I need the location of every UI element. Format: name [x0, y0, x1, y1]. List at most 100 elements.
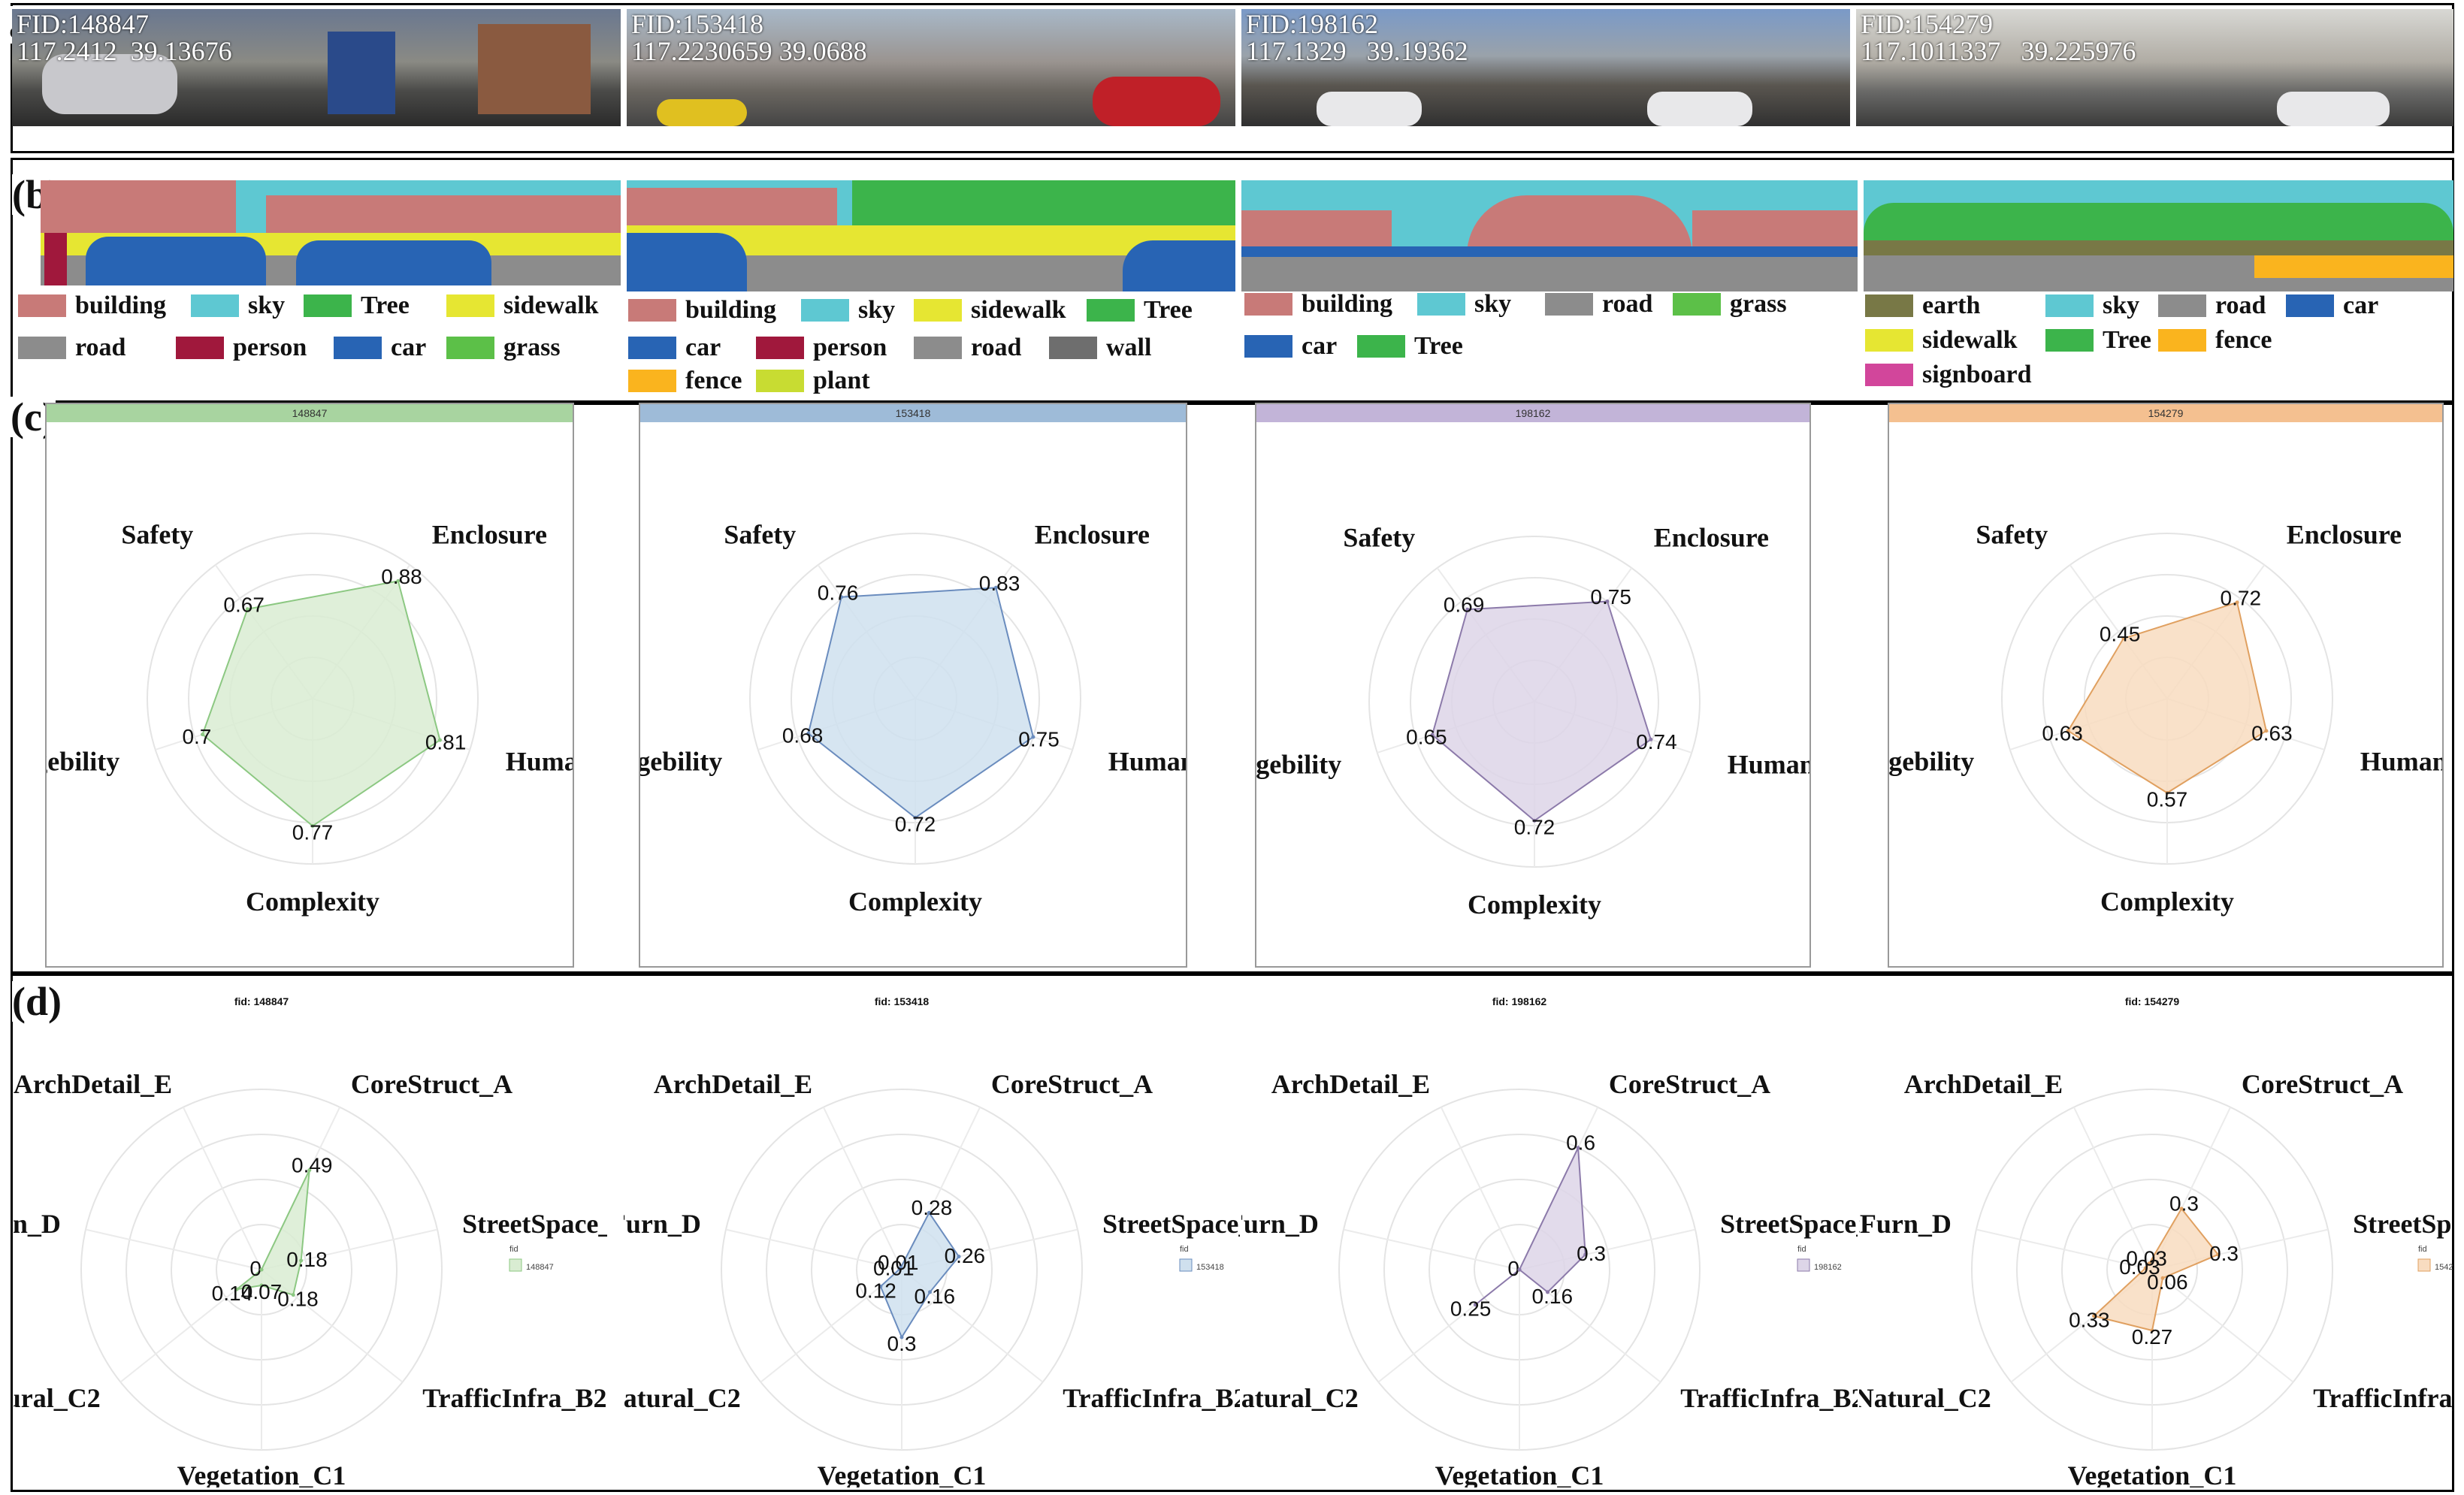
value-label: 0.16 — [915, 1285, 956, 1308]
legend-item: fence — [628, 367, 742, 395]
radar-c-panel-2: 153418 0.83 0.75 0.72 0.68 0.76 Enclosure Huma… — [639, 403, 1187, 968]
radar-point — [2165, 790, 2169, 795]
legend-swatch — [801, 299, 849, 322]
legend-item: sidewalk — [1865, 326, 2018, 355]
legend-label: sidewalk — [503, 291, 599, 319]
axis-label: StreetSpace_B1 — [1720, 1209, 1858, 1239]
legend-label: Tree — [1414, 332, 1463, 360]
value-label: 0.12 — [855, 1279, 896, 1302]
value-label: 0.63 — [2042, 721, 2083, 744]
chart-title: fid: 153418 — [875, 995, 930, 1007]
legend-label: sky — [858, 296, 896, 324]
radar-point — [291, 1293, 295, 1297]
value-label: 0 — [1507, 1257, 1519, 1280]
radar-d-svg-2: 0.280.260.160.30.120.010.01CoreStruct_AS… — [624, 995, 1240, 1487]
street-view-photo-4: FID:154279 117.1011337 39.225976 — [1856, 9, 2453, 126]
legend-label: road — [1602, 290, 1653, 318]
value-label: 0.63 — [2251, 721, 2293, 744]
axis-label: ArchDetail_E — [14, 1069, 172, 1099]
axis-label: Vegetation_C1 — [818, 1460, 987, 1487]
axis-label: HumanScale — [1108, 746, 1186, 776]
value-label: 0.49 — [292, 1153, 333, 1176]
radar-c-svg-1: 0.88 0.81 0.77 0.7 0.67 Enclosure HumanScale Co… — [47, 520, 573, 917]
legend-title: fid — [1180, 1245, 1189, 1254]
photo-1-coords: 117.2412 39.13676 — [17, 36, 232, 66]
legend-label: Tree — [1144, 296, 1193, 324]
radar-point — [396, 578, 401, 583]
radar-point — [2121, 636, 2126, 641]
street-view-photo-3: FID:198162 117.1329 39.19362 — [1241, 9, 1850, 126]
legend-label: person — [233, 334, 307, 361]
legend-label: plant — [813, 367, 870, 394]
axis-label: CoreStruct_A — [2242, 1069, 2403, 1099]
value-label: 0.45 — [2100, 622, 2141, 645]
value-label: 0.77 — [292, 820, 334, 844]
axis-label: CoreStruct_A — [1609, 1069, 1770, 1099]
value-label: 0.7 — [182, 725, 211, 748]
axis-label: ArchDetail_E — [1271, 1069, 1430, 1099]
axis-label: OpenNatural_C2 — [624, 1383, 741, 1413]
radar-point — [2066, 729, 2070, 733]
axis-label: Imagebility — [1256, 749, 1341, 779]
legend-label: 154279 — [2435, 1263, 2453, 1272]
photo-4-coords: 117.1011337 39.225976 — [1861, 36, 2136, 66]
value-label: 0.81 — [425, 731, 467, 754]
legend-label: sidewalk — [1922, 326, 2018, 354]
value-label: 0 — [249, 1257, 262, 1280]
legend-label: Tree — [361, 291, 410, 319]
axis-label: Enclosure — [1654, 523, 1769, 553]
legend-title: fid — [1797, 1245, 1806, 1254]
segmentation-map-3 — [1241, 180, 1858, 291]
legend-label: signboard — [1922, 361, 2032, 388]
legend-item: Tree — [1087, 296, 1193, 325]
value-label: 0.07 — [241, 1280, 283, 1303]
radar-point — [927, 1210, 931, 1215]
legend-swatch — [2045, 294, 2094, 317]
legend-item: road — [914, 334, 1021, 362]
legend-swatch — [1087, 299, 1135, 322]
photo-2-caption: FID:153418 117.2230659 39.0688 — [631, 11, 867, 65]
radar-point — [437, 738, 442, 742]
radar-c-svg-2: 0.83 0.75 0.72 0.68 0.76 Enclosure HumanScale C… — [640, 520, 1186, 917]
value-label: 0.72 — [2221, 586, 2262, 609]
panel-d-frame — [11, 974, 2454, 1492]
axis-label: Imagebility — [1889, 746, 1974, 776]
radar-point — [1576, 1146, 1580, 1150]
grid-spoke — [760, 1269, 902, 1383]
value-label: 0.3 — [2209, 1242, 2239, 1265]
radar-point — [1532, 818, 1537, 823]
legend-item: Tree — [304, 291, 410, 320]
legend-swatch — [2045, 329, 2094, 352]
legend-item: sky — [1417, 290, 1511, 319]
legend-title: fid — [509, 1245, 518, 1254]
legend-swatch — [1865, 364, 1913, 386]
axis-label: StreetFurn_D — [14, 1209, 61, 1239]
axis-label: Safety — [724, 520, 796, 550]
radar-c-panel-1: 148847 0.88 0.81 0.77 0.7 0.67 Enclosure Human… — [45, 403, 574, 968]
radar-c-panel-3: 198162 0.75 0.74 0.72 0.65 0.69 Enclosure Huma… — [1255, 403, 1811, 968]
chart-title: fid: 198162 — [1492, 995, 1547, 1007]
legend-item: wall — [1049, 334, 1151, 362]
legend-label: sky — [248, 291, 286, 319]
axis-label: TrafficInfra_B2 — [2313, 1383, 2453, 1413]
legend-swatch — [446, 337, 494, 359]
radar-point — [1473, 1303, 1477, 1307]
segmentation-legend-2: building sky sidewalk Tree car person ro… — [628, 296, 1229, 401]
value-label: 0.01 — [873, 1257, 915, 1280]
value-label: 0.01 — [878, 1251, 919, 1274]
panel-c-frame — [11, 403, 2454, 974]
value-label: 0.69 — [1444, 593, 1485, 617]
radar-d-svg-3: 0.6 0.30.16 0.25 0 CoreStruct_A StreetSpace_B… — [1241, 995, 1858, 1487]
value-label: 0.75 — [1018, 727, 1060, 751]
value-label: 0.3 — [2169, 1192, 2199, 1216]
legend-swatch — [628, 299, 676, 322]
legend-item: road — [1545, 290, 1652, 319]
axis-label: Enclosure — [1035, 520, 1150, 550]
radar-area — [1431, 600, 1652, 822]
legend-label: sky — [2103, 291, 2140, 319]
legend-swatch — [914, 337, 962, 359]
radar-point — [878, 1284, 883, 1288]
axis-label: Complexity — [848, 886, 982, 917]
legend-item: grass — [1673, 290, 1787, 319]
radar-point — [310, 823, 315, 828]
